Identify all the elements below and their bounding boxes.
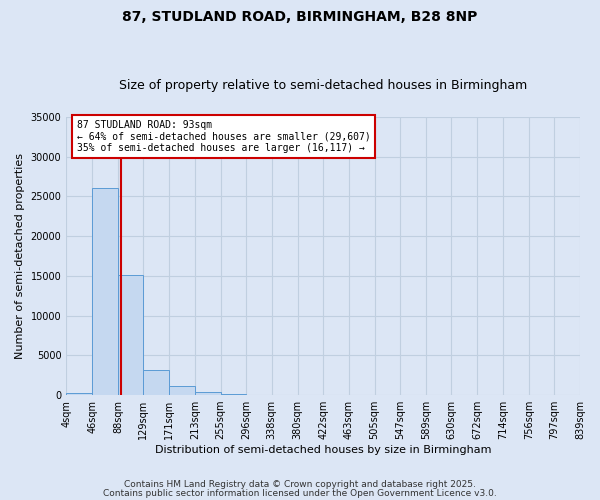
Bar bbox=[195, 392, 221, 395]
Bar bbox=[143, 370, 169, 395]
Bar bbox=[66, 392, 92, 395]
Text: Contains HM Land Registry data © Crown copyright and database right 2025.: Contains HM Land Registry data © Crown c… bbox=[124, 480, 476, 489]
Text: 87, STUDLAND ROAD, BIRMINGHAM, B28 8NP: 87, STUDLAND ROAD, BIRMINGHAM, B28 8NP bbox=[122, 10, 478, 24]
Text: Contains public sector information licensed under the Open Government Licence v3: Contains public sector information licen… bbox=[103, 488, 497, 498]
Bar bbox=[221, 394, 246, 395]
Text: 87 STUDLAND ROAD: 93sqm
← 64% of semi-detached houses are smaller (29,607)
35% o: 87 STUDLAND ROAD: 93sqm ← 64% of semi-de… bbox=[77, 120, 370, 153]
Title: Size of property relative to semi-detached houses in Birmingham: Size of property relative to semi-detach… bbox=[119, 79, 527, 92]
Y-axis label: Number of semi-detached properties: Number of semi-detached properties bbox=[15, 153, 25, 359]
X-axis label: Distribution of semi-detached houses by size in Birmingham: Distribution of semi-detached houses by … bbox=[155, 445, 491, 455]
Bar bbox=[92, 188, 118, 395]
Bar bbox=[118, 275, 143, 395]
Bar bbox=[169, 386, 195, 395]
